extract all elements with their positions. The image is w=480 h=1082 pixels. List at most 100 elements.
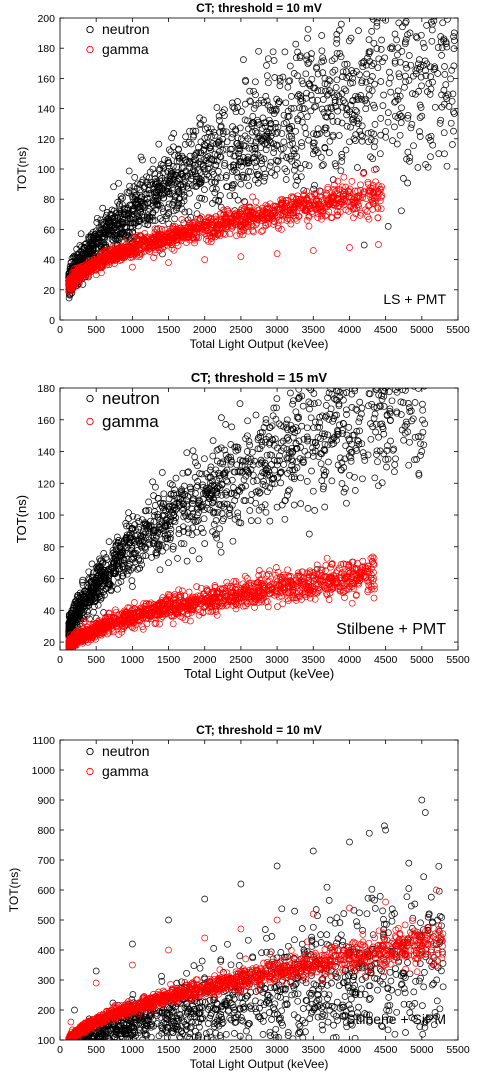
sample-point-neutron [419, 449, 425, 455]
point-neutron [401, 84, 407, 90]
point-neutron [336, 422, 342, 428]
point-neutron [396, 20, 402, 26]
point-neutron [378, 46, 384, 52]
point-neutron [418, 341, 424, 347]
point-neutron [350, 350, 356, 356]
point-neutron [269, 461, 275, 467]
point-neutron [283, 100, 289, 106]
point-neutron [398, 308, 404, 314]
x-tick-label: 500 [87, 324, 105, 336]
point-neutron [202, 126, 208, 132]
point-neutron [356, 419, 362, 425]
point-gamma [362, 207, 368, 213]
point-neutron [362, 371, 368, 377]
point-neutron [189, 532, 195, 538]
point-neutron [418, 370, 424, 376]
point-neutron [263, 93, 269, 99]
point-neutron [276, 421, 282, 427]
point-neutron [306, 163, 312, 169]
point-neutron [432, 104, 438, 110]
point-neutron [384, 371, 390, 377]
point-neutron [356, 28, 362, 34]
point-neutron [414, 351, 420, 357]
point-neutron [337, 389, 343, 395]
point-neutron [385, 223, 391, 229]
point-neutron [248, 518, 254, 524]
point-neutron [355, 364, 361, 370]
point-neutron [214, 158, 220, 164]
point-neutron [420, 381, 426, 387]
point-neutron [194, 484, 200, 490]
y-tick-label: 100 [37, 164, 55, 176]
point-neutron [287, 390, 293, 396]
point-neutron [448, 120, 454, 126]
point-neutron [451, 111, 457, 117]
point-neutron [404, 368, 410, 374]
point-neutron [243, 77, 249, 83]
point-neutron [410, 416, 416, 422]
y-tick-label: 120 [37, 134, 55, 146]
point-neutron [212, 132, 218, 138]
x-tick-label: 5500 [446, 324, 470, 336]
point-neutron [354, 372, 360, 378]
point-neutron [111, 184, 117, 190]
sample-point-neutron [347, 472, 353, 478]
point-neutron [406, 462, 412, 468]
point-neutron [254, 478, 260, 484]
point-gamma [358, 182, 364, 188]
point-neutron [120, 195, 126, 201]
point-neutron [357, 128, 363, 134]
point-neutron [381, 337, 387, 343]
point-gamma [306, 223, 312, 229]
point-neutron [406, 53, 412, 59]
point-neutron [253, 500, 259, 506]
point-neutron [318, 461, 324, 467]
point-neutron [380, 103, 386, 109]
point-neutron [415, 344, 421, 350]
point-neutron [305, 35, 311, 41]
point-neutron [451, 30, 457, 36]
point-neutron [255, 518, 261, 524]
point-neutron [319, 106, 325, 112]
x-axis-label: Total Light Output (keVee) [190, 337, 329, 351]
point-neutron [391, 469, 397, 475]
point-neutron [341, 489, 347, 495]
point-neutron [411, 377, 417, 383]
point-neutron [305, 61, 311, 67]
point-neutron [374, 338, 380, 344]
point-neutron [245, 418, 251, 424]
point-neutron [329, 478, 335, 484]
point-neutron [422, 360, 428, 366]
point-neutron [419, 83, 425, 89]
point-neutron [216, 118, 222, 124]
point-neutron [361, 453, 367, 459]
point-neutron [173, 475, 179, 481]
point-neutron [183, 134, 189, 140]
point-neutron [333, 85, 339, 91]
point-neutron [339, 481, 345, 487]
point-neutron [263, 416, 269, 422]
point-neutron [271, 58, 277, 64]
point-neutron [405, 180, 411, 186]
point-neutron [441, 11, 447, 17]
point-neutron [252, 458, 258, 464]
point-neutron [403, 325, 409, 331]
point-neutron [210, 200, 216, 206]
point-neutron [218, 549, 224, 555]
point-neutron [303, 131, 309, 137]
point-neutron [399, 105, 405, 111]
point-neutron [86, 569, 92, 575]
point-neutron [394, 361, 400, 367]
point-neutron [264, 73, 270, 79]
point-neutron [304, 114, 310, 120]
point-neutron [341, 359, 347, 365]
sample-point-gamma [238, 254, 244, 260]
point-neutron [352, 379, 358, 385]
point-neutron [327, 138, 333, 144]
point-neutron [443, 82, 449, 88]
point-neutron [265, 80, 271, 86]
x-tick-label: 2000 [193, 324, 217, 336]
chart-title: CT; threshold = 15 mV [191, 370, 327, 385]
point-neutron [398, 412, 404, 418]
